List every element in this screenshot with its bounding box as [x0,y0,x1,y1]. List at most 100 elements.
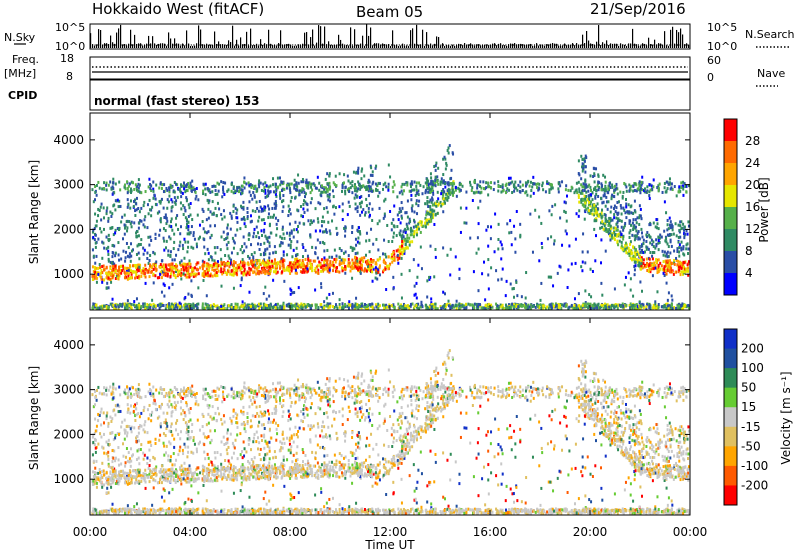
power-cell [557,187,560,191]
power-cell [236,252,239,256]
power-cell [446,192,449,196]
power-cell [213,273,216,277]
nsky-bar [588,40,590,48]
nsky-bar [522,44,524,48]
power-cell [590,200,593,204]
power-cell [372,180,375,184]
power-cell [178,301,181,305]
power-cell [285,186,288,190]
power-cell [605,195,608,199]
power-cell [584,186,587,190]
power-cell [402,250,405,254]
power-cell [387,182,390,186]
power-cell [682,222,685,226]
power-cell [184,273,187,277]
power-cell [637,263,640,267]
power-cell [568,244,571,248]
power-cell [400,189,403,193]
power-cell [134,270,137,274]
power-cell [613,213,616,217]
power-cell [471,303,474,307]
power-cell [338,262,341,266]
power-cell [440,192,443,196]
power-cell [121,215,124,219]
power-cell [307,258,310,262]
power-cell [384,305,387,309]
power-cell [600,215,603,219]
nsky-bar [274,44,276,48]
power-cell [413,284,416,288]
nsky-bar [384,44,386,48]
power-cell [168,304,171,308]
power-cell [309,304,312,308]
power-cell [123,306,126,310]
power-cell [472,270,475,274]
power-cell [507,306,510,310]
power-cell [555,303,558,307]
nsky-bar [670,29,672,48]
nsky-bar [194,45,196,48]
power-cell [638,247,641,251]
power-cell [563,302,566,306]
power-cell [232,239,235,243]
power-cell [242,235,245,239]
power-cell [598,185,601,189]
power-cell [215,271,218,275]
power-cell [648,265,651,269]
power-cell [118,268,121,272]
power-cell [479,191,482,195]
nsky-bar [234,45,236,48]
nsky-bar [100,30,102,48]
power-cell [279,260,282,264]
nsky-bar [600,45,602,48]
nsky-bar [460,44,462,48]
power-cell [579,191,582,195]
power-cell [625,185,628,189]
power-cell [107,219,110,223]
power-cell [368,215,371,219]
power-cell [370,227,373,231]
power-cell [413,230,416,234]
power-cell [622,228,625,232]
cpid-text: normal (fast stereo) 153 [94,94,260,108]
power-cell [663,250,666,254]
power-cell [582,232,585,236]
power-cell [675,194,678,198]
nsky-bar [556,43,558,48]
power-cell [362,259,365,263]
power-cell [346,213,349,217]
power-cell [279,235,282,239]
nsky-bar [530,43,532,48]
power-cell [132,181,135,185]
power-cell [252,186,255,190]
power-cell [226,247,229,251]
power-cell [333,305,336,309]
power-cell [619,230,622,234]
nsky-bar [664,31,666,48]
power-cell [97,180,100,184]
power-cell [270,261,273,265]
power-cell [634,260,637,264]
power-cell [182,204,185,208]
power-cell [160,259,163,263]
power-cell [578,209,581,213]
power-cell [414,193,417,197]
power-cell [266,239,269,243]
power-cell [253,195,256,199]
power-cell [286,253,289,257]
nsky-bar [654,39,656,48]
power-cell [123,304,126,308]
power-cell [534,305,537,309]
power-cell [405,239,408,243]
power-cell [550,186,553,190]
power-cell [170,262,173,266]
nsky-bar [414,43,416,48]
power-cell [353,256,356,260]
power-cell [632,189,635,193]
power-cell [354,252,357,256]
power-cell [290,229,293,233]
power-cell [291,291,294,295]
power-cell [637,252,640,256]
power-cell [590,306,593,310]
power-cell [415,233,418,237]
